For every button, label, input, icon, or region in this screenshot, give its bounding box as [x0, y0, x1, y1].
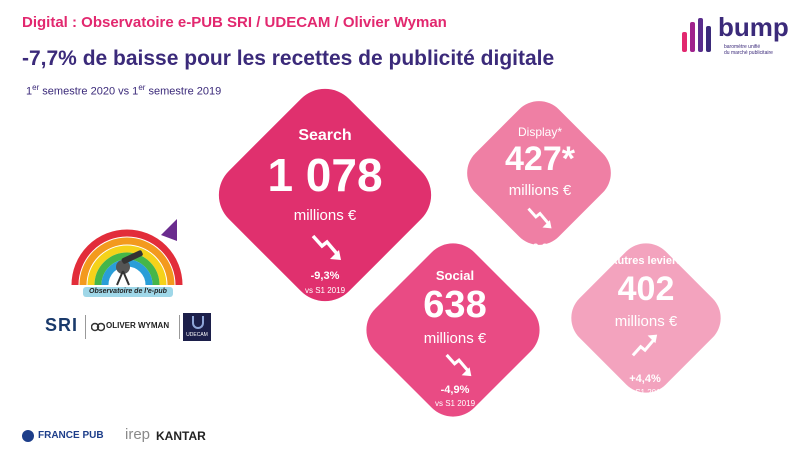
partner-logos: SRI OLIVER WYMAN UDECAM [45, 313, 215, 343]
observatoire-caption: Observatoire de l'e-pub [89, 288, 167, 295]
oliver-wyman-icon [91, 322, 105, 332]
social-change: -4,9% [440, 384, 470, 396]
bump-logo: bump baromètre unifié du marché publicit… [680, 12, 790, 62]
social-vs: vs S1 2019 [434, 399, 476, 408]
france-pub-logo: FRANCE PUB [38, 430, 104, 441]
search-vs: vs S1 2019 [304, 286, 346, 295]
display-vs: vs S1 2019 [519, 257, 561, 266]
france-pub-icon [22, 430, 34, 442]
bump-tagline-1: baromètre unifié [724, 44, 761, 50]
udecam-logo: UDECAM [183, 313, 211, 341]
autres-change: +4,4% [629, 373, 661, 385]
observatoire-logo: Observatoire de l'e-pub [65, 205, 190, 305]
autres-unit: millions € [614, 313, 678, 330]
search-unit: millions € [293, 207, 357, 224]
display-value: 427* [505, 140, 575, 178]
sri-logo: SRI [45, 315, 79, 335]
udecam-label: UDECAM [186, 332, 208, 338]
subtitle: 1er semestre 2020 vs 1er semestre 2019 [26, 83, 222, 98]
footer-logos: FRANCE PUB irep KANTAR [22, 426, 222, 448]
trend-down-icon [527, 207, 552, 229]
trend-up-icon [631, 334, 658, 357]
page-title: -7,7% de baisse pour les recettes de pub… [22, 47, 555, 70]
autres-label: Autres leviers [609, 255, 683, 267]
partner-divider [179, 315, 180, 339]
partner-divider [85, 315, 86, 339]
oliver-wyman-logo: OLIVER WYMAN [106, 321, 170, 330]
search-change: -9,3% [310, 270, 340, 282]
trend-down-icon [445, 353, 472, 377]
observatoire-rainbow-icon [71, 219, 183, 297]
display-label: Display* [517, 125, 562, 139]
autres-value: 402 [617, 270, 675, 308]
search-value: 1 078 [267, 149, 383, 201]
search-label: Search [298, 127, 352, 144]
social-value: 638 [423, 284, 487, 326]
udecam-u-icon [192, 316, 204, 329]
social-label: Social [435, 268, 475, 283]
trend-down-icon [311, 234, 341, 260]
autres-vs: vs S1 2019 [624, 388, 666, 397]
irep-logo: irep [125, 426, 151, 443]
bump-bars-icon [682, 18, 711, 52]
bump-tagline-2: du marché publicitaire [724, 50, 773, 56]
kantar-logo: KANTAR [156, 429, 206, 443]
display-unit: millions € [508, 182, 572, 199]
bump-wordmark: bump [718, 12, 789, 42]
display-change: -16,6% [522, 242, 558, 254]
social-unit: millions € [423, 330, 487, 347]
kicker: Digital : Observatoire e-PUB SRI / UDECA… [22, 14, 447, 31]
